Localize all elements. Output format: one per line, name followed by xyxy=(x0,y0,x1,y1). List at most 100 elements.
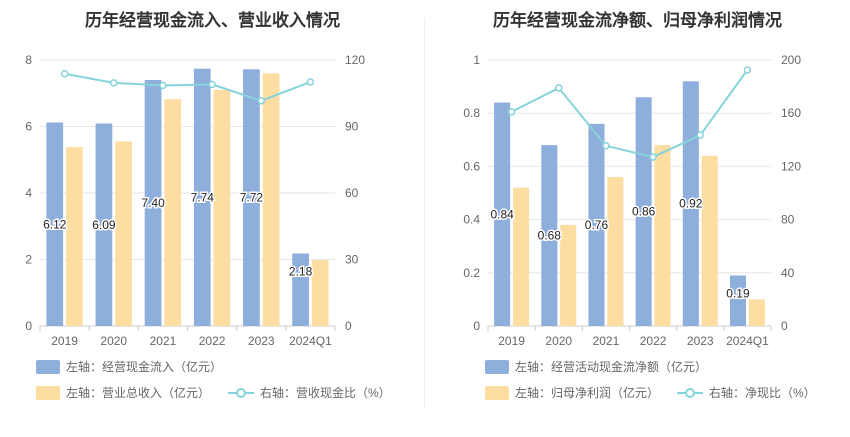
bar xyxy=(46,122,64,326)
legend-label: 左轴：经营现金流入（亿元） xyxy=(66,360,223,374)
bar-data-label: 0.19 xyxy=(726,286,750,300)
series-line xyxy=(511,69,749,159)
legend-label: 右轴：营收现金比（%） xyxy=(260,386,391,400)
x-axis-tick-label: 2020 xyxy=(100,334,127,348)
legend-swatch xyxy=(36,359,60,374)
line-point xyxy=(306,78,315,86)
legend-item-cash-ratio[interactable]: 右轴：营收现金比（%） xyxy=(228,384,391,401)
x-axis-tick-label: 2024Q1 xyxy=(726,334,769,348)
x-axis-tick-label: 2021 xyxy=(150,334,177,348)
bar-data-label: 0.92 xyxy=(679,197,703,211)
legend-swatch xyxy=(36,385,60,400)
legend-label: 左轴：归母净利润（亿元） xyxy=(515,386,660,400)
bar xyxy=(213,89,231,326)
bar xyxy=(144,79,162,326)
right-axis-tick-label: 30 xyxy=(345,253,359,267)
series-line xyxy=(64,72,311,102)
bar xyxy=(115,141,132,326)
bar xyxy=(66,147,83,326)
bar xyxy=(701,155,718,326)
legend-item-revenue[interactable]: 左轴：营业总收入（亿元） xyxy=(36,384,210,401)
legend-item-cash-inflow[interactable]: 左轴：经营现金流入（亿元） xyxy=(36,358,222,375)
x-axis-tick-label: 2023 xyxy=(248,334,275,348)
left-axis-tick-label: 0 xyxy=(25,319,32,333)
legend-row-2: 左轴：营业总收入（亿元） 右轴：营收现金比（%） xyxy=(36,384,391,401)
bar-data-label: 6.12 xyxy=(43,217,67,231)
left-axis-tick-label: 4 xyxy=(25,186,32,200)
legend-line-swatch xyxy=(677,387,704,398)
left-axis-tick-label: 1 xyxy=(473,53,480,67)
legend-row-1: 左轴：经营现金流入（亿元） xyxy=(36,358,222,375)
right-axis-tick-label: 60 xyxy=(345,186,359,200)
left-axis-tick-label: 0.2 xyxy=(463,266,480,280)
bar xyxy=(95,123,113,326)
right-axis-tick-label: 120 xyxy=(345,53,365,67)
left-axis-tick-label: 0.4 xyxy=(463,213,480,227)
x-axis-tick-label: 2023 xyxy=(687,334,714,348)
left-axis-tick-label: 0.6 xyxy=(463,159,480,173)
bar-data-label: 7.40 xyxy=(141,196,165,210)
legend-label: 左轴：经营活动现金流净额（亿元） xyxy=(515,360,708,374)
right-axis-tick-label: 40 xyxy=(781,266,795,280)
bar-data-label: 0.76 xyxy=(585,218,609,232)
x-axis-tick-label: 2024Q1 xyxy=(289,334,332,348)
bar xyxy=(748,299,765,326)
bar xyxy=(262,73,280,326)
line-point xyxy=(602,142,610,150)
right-axis-tick-label: 0 xyxy=(781,319,788,333)
line-point xyxy=(257,97,265,105)
bar xyxy=(588,123,605,326)
line-point xyxy=(507,108,516,116)
right-axis-tick-label: 160 xyxy=(781,106,801,120)
right-axis-tick-label: 120 xyxy=(781,159,801,173)
right-axis-tick-label: 90 xyxy=(345,120,359,134)
bar xyxy=(292,253,309,326)
right-axis-tick-label: 80 xyxy=(781,213,795,227)
legend-item-net-cash-ratio[interactable]: 右轴：净现比（%） xyxy=(677,384,816,401)
left-axis-tick-label: 8 xyxy=(25,53,32,67)
bar-data-label: 0.86 xyxy=(632,205,656,219)
bar-data-label: 2.18 xyxy=(289,265,313,279)
bar-data-label: 7.74 xyxy=(191,190,215,204)
legend-label: 右轴：净现比（%） xyxy=(709,386,816,400)
x-axis-tick-label: 2022 xyxy=(199,334,226,348)
bar xyxy=(512,187,530,326)
bar xyxy=(164,99,182,326)
line-point xyxy=(159,81,167,90)
legend-row-1: 左轴：经营活动现金流净额（亿元） xyxy=(485,358,707,375)
left-axis-tick-label: 0.8 xyxy=(463,106,480,120)
bar xyxy=(193,68,211,327)
chart-title: 历年经营现金流净额、归母净利润情况 xyxy=(493,11,782,30)
right-axis-tick-label: 200 xyxy=(781,53,801,67)
legend-row-2: 左轴：归母净利润（亿元） 右轴：净现比（%） xyxy=(485,384,816,401)
bar-data-label: 6.09 xyxy=(92,218,116,232)
legend-item-net-cash[interactable]: 左轴：经营活动现金流净额（亿元） xyxy=(485,358,707,375)
chart-panel-net-cash: 历年经营现金流净额、归母净利润情况 0 0.2 0.4 0.6 0.8 1 0 40 80 120… xyxy=(425,0,850,437)
chart-title: 历年经营现金流入、营业收入情况 xyxy=(85,11,340,30)
legend-swatch xyxy=(485,385,509,400)
line-point xyxy=(110,79,118,87)
x-axis-tick-label: 2019 xyxy=(498,334,525,348)
x-axis-tick-label: 2022 xyxy=(640,334,667,348)
x-axis-tick-label: 2021 xyxy=(593,334,620,348)
left-axis-tick-label: 6 xyxy=(25,120,32,134)
legend-label: 左轴：营业总收入（亿元） xyxy=(66,386,211,400)
bar xyxy=(654,145,671,326)
panel-divider xyxy=(424,18,425,408)
line-point xyxy=(743,66,752,74)
line-point xyxy=(60,69,69,78)
bar xyxy=(560,224,577,326)
bar xyxy=(494,102,511,326)
legend-line-swatch xyxy=(228,387,255,398)
bar xyxy=(311,260,329,326)
line-point xyxy=(555,84,563,92)
left-axis-tick-label: 2 xyxy=(25,253,32,267)
bar xyxy=(243,69,260,326)
chart-net-cash-profit: 0 0.2 0.4 0.6 0.8 1 0 40 80 120 160 200 2019 2020 2021… xyxy=(463,53,801,348)
legend-item-net-profit[interactable]: 左轴：归母净利润（亿元） xyxy=(485,384,659,401)
line-point xyxy=(696,131,704,139)
bar xyxy=(541,145,558,326)
x-axis-tick-label: 2020 xyxy=(545,334,572,348)
bar-data-label: 0.68 xyxy=(538,229,562,243)
chart-cash-inflow-revenue: 0 2 4 6 8 0 30 60 90 120 2019 2020 2021 2022 2023 2024Q… xyxy=(25,53,365,348)
